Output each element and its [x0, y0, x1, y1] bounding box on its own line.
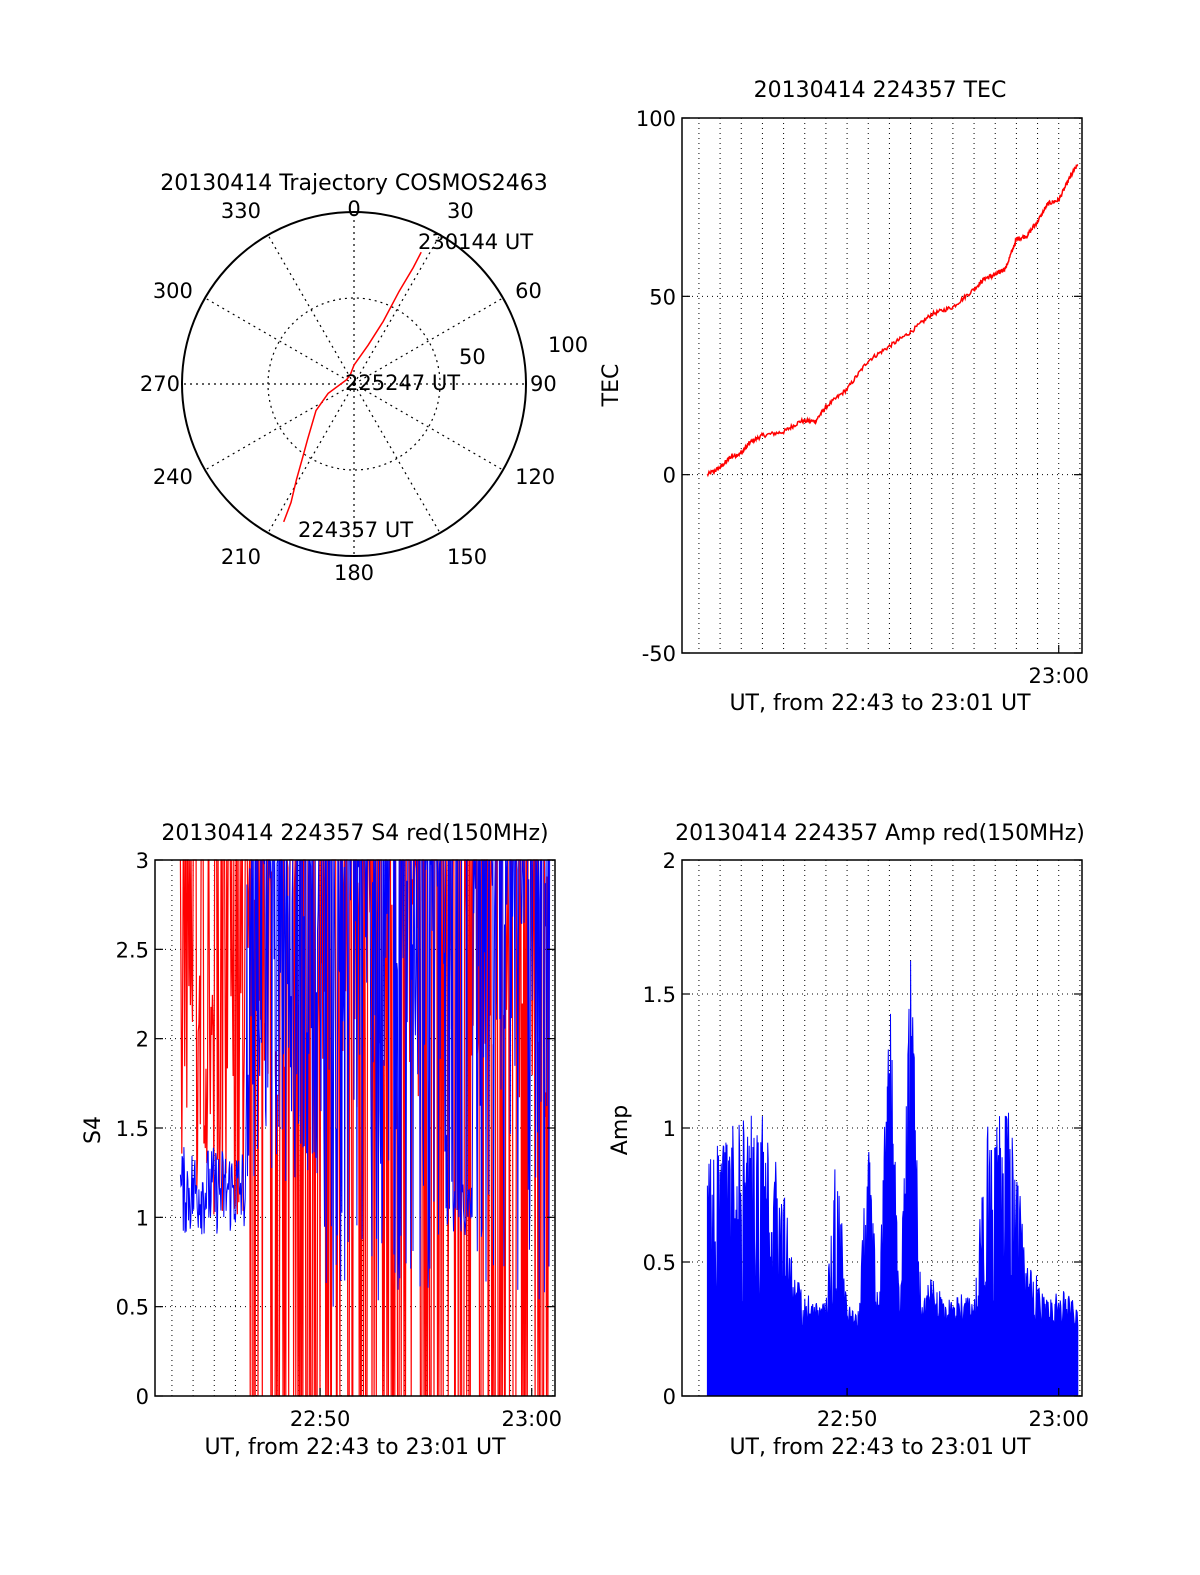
amp-y-ticks: 2 1.5 1 0.5 0: [643, 849, 1082, 1409]
y-tick-label: 0.5: [116, 1296, 149, 1320]
amp-bars: [706, 960, 1079, 1397]
tec-xlabel: UT, from 22:43 to 23:01 UT: [729, 691, 1031, 716]
polar-angle-label: 150: [447, 545, 487, 569]
polar-angle-label: 270: [140, 372, 180, 396]
y-tick-label: 2.5: [116, 938, 149, 962]
polar-spoke: [204, 383, 355, 471]
y-tick-label: 1: [663, 1117, 676, 1141]
polar-spoke: [353, 297, 504, 385]
y-tick-label: 50: [649, 285, 676, 309]
amp-ylabel: Amp: [608, 1105, 633, 1155]
annotation-end: 230144 UT: [418, 230, 533, 254]
polar-spoke: [267, 234, 355, 385]
y-tick-label: 0.5: [643, 1251, 676, 1275]
x-tick-label: 23:00: [1028, 664, 1089, 688]
x-tick-label: 22:50: [817, 1407, 878, 1431]
polar-angle-label: 180: [334, 561, 374, 585]
polar-spoke: [353, 383, 441, 534]
y-tick-label: 2: [663, 849, 676, 873]
y-tick-label: 3: [136, 849, 149, 873]
polar-angle-label: 120: [515, 465, 555, 489]
x-tick-label: 22:50: [290, 1407, 351, 1431]
polar-angle-labels: 0 30 60 90 120 150 180 210 240 270 300 330: [140, 197, 557, 585]
x-tick-label: 23:00: [1028, 1407, 1089, 1431]
s4-blue-line: [179, 859, 551, 1307]
polar-angle-label: 210: [221, 545, 261, 569]
s4-xlabel: UT, from 22:43 to 23:01 UT: [204, 1435, 506, 1460]
s4-title: 20130414 224357 S4 red(150MHz): [161, 821, 548, 846]
trajectory-title: 20130414 Trajectory COSMOS2463: [160, 171, 547, 196]
polar-angle-label: 330: [221, 199, 261, 223]
y-tick-label: 100: [636, 107, 676, 131]
amp-series: [706, 960, 1079, 1397]
amp-x-ticks: 22:50 23:00: [817, 1388, 1089, 1431]
tec-line: [706, 163, 1079, 478]
annotation-mid: 225247 UT: [345, 371, 460, 395]
y-tick-label: -50: [642, 642, 676, 666]
polar-spoke: [267, 383, 355, 534]
polar-spoke: [353, 234, 441, 385]
s4-x-ticks: 22:50 23:00: [290, 1388, 562, 1431]
amp-panel: 20130414 224357 Amp red(150MHz) 2 1.5 1 0.5…: [608, 821, 1089, 1460]
polar-grid: [181, 211, 527, 557]
y-tick-label: 0: [136, 1385, 149, 1409]
s4-y-ticks: 3 2.5 2 1.5 1 0.5 0: [116, 849, 555, 1409]
polar-angle-label: 60: [515, 279, 542, 303]
polar-angle-label: 90: [530, 372, 557, 396]
tec-x-ticks: 23:00: [1028, 645, 1089, 688]
tec-grid: [682, 118, 1082, 653]
y-tick-label: 2: [136, 1028, 149, 1052]
y-tick-label: 1.5: [643, 983, 676, 1007]
tec-plot-frame: [681, 117, 1083, 654]
polar-outer-ring: [181, 211, 527, 557]
s4-ylabel: S4: [81, 1116, 106, 1144]
y-tick-label: 0: [663, 1385, 676, 1409]
polar-angle-label: 240: [153, 465, 193, 489]
ring-label-100: 100: [548, 333, 588, 357]
polar-angle-label: 0: [347, 197, 360, 221]
s4-panel: 20130414 224357 S4 red(150MHz) 3 2.5 2 1.5 1…: [81, 821, 562, 1460]
y-tick-label: 0: [663, 464, 676, 488]
trajectory-line: [282, 251, 422, 523]
y-tick-label: 1.5: [116, 1117, 149, 1141]
trajectory-panel: 20130414 Trajectory COSMOS2463 0 30 60 90 12…: [140, 171, 588, 585]
y-tick-label: 1: [136, 1206, 149, 1230]
polar-angle-label: 30: [447, 199, 474, 223]
tec-panel: 20130414 224357 TEC 100 50 0 -50 23:00 UT, …: [599, 78, 1089, 716]
polar-spoke: [204, 297, 355, 385]
tec-title: 20130414 224357 TEC: [754, 78, 1007, 103]
ring-label-50: 50: [459, 345, 486, 369]
amp-xlabel: UT, from 22:43 to 23:01 UT: [729, 1435, 1031, 1460]
x-tick-label: 23:00: [501, 1407, 562, 1431]
trajectory-trace: [282, 251, 422, 523]
polar-spoke: [353, 383, 504, 471]
polar-angle-label: 300: [153, 279, 193, 303]
annotation-start: 224357 UT: [298, 518, 413, 542]
tec-series: [706, 163, 1079, 478]
amp-title: 20130414 224357 Amp red(150MHz): [675, 821, 1085, 846]
tec-ylabel: TEC: [599, 364, 624, 408]
tec-y-ticks: 100 50 0 -50: [636, 107, 1082, 666]
